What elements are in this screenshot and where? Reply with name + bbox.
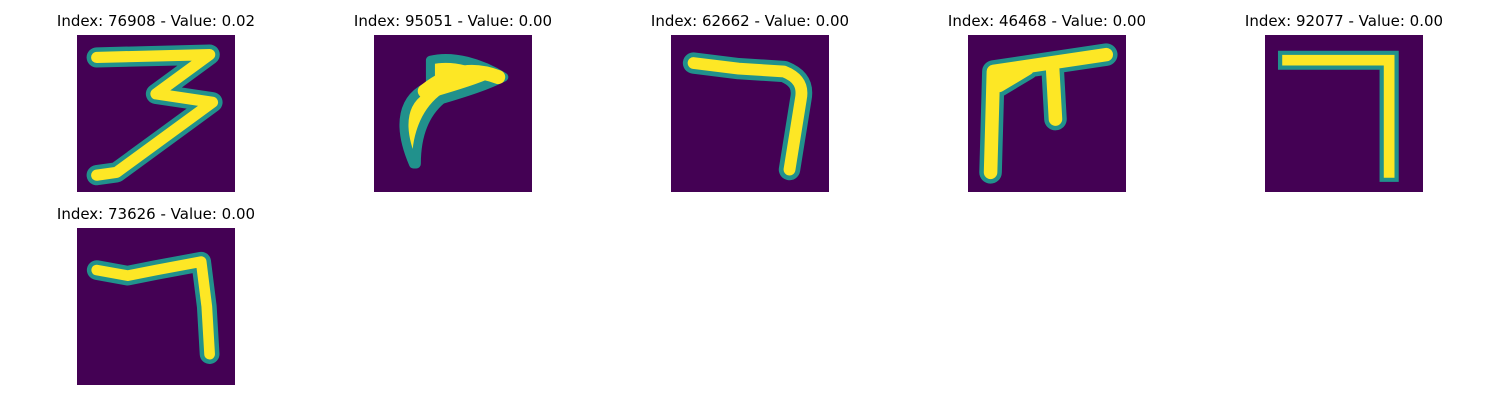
digit-7-image (671, 35, 829, 192)
panel-title: Index: 73626 - Value: 0.00 (26, 205, 286, 223)
digit-image (1265, 35, 1423, 192)
panel-title: Index: 92077 - Value: 0.00 (1214, 12, 1474, 30)
panel-4: Index: 46468 - Value: 0.00 (917, 0, 1177, 185)
digit-3-image (77, 35, 235, 192)
panel-1: Index: 76908 - Value: 0.02 (26, 0, 286, 185)
digit-image (671, 35, 829, 192)
panel-title: Index: 76908 - Value: 0.02 (26, 12, 286, 30)
curved-stroke-image (374, 35, 532, 192)
panel-3: Index: 62662 - Value: 0.00 (620, 0, 880, 185)
panel-6: Index: 73626 - Value: 0.00 (26, 193, 286, 378)
panel-title: Index: 46468 - Value: 0.00 (917, 12, 1177, 30)
digit-image (374, 35, 532, 192)
digit-image (77, 35, 235, 192)
digit-image (968, 35, 1126, 192)
digit-7-image (1265, 35, 1423, 192)
panel-5: Index: 92077 - Value: 0.00 (1214, 0, 1474, 185)
panel-title: Index: 62662 - Value: 0.00 (620, 12, 880, 30)
digit-7-image (77, 228, 235, 385)
panel-title: Index: 95051 - Value: 0.00 (323, 12, 583, 30)
branched-stroke-image (968, 35, 1126, 192)
digit-image (77, 228, 235, 385)
panel-2: Index: 95051 - Value: 0.00 (323, 0, 583, 185)
